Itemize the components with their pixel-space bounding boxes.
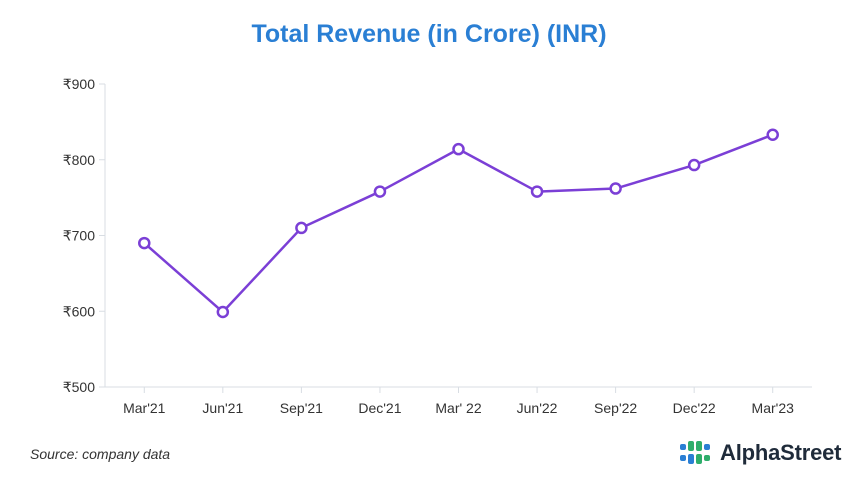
x-tick-label: Sep'21 xyxy=(280,400,323,416)
data-point xyxy=(216,305,230,319)
chart-title: Total Revenue (in Crore) (INR) xyxy=(251,20,607,48)
x-tick-label: Jun'21 xyxy=(202,400,243,416)
data-point xyxy=(452,142,465,156)
x-tick-label: Dec'21 xyxy=(358,400,401,416)
x-tick-label: Sep'22 xyxy=(594,400,637,416)
data-point xyxy=(373,185,387,198)
y-tick-label: ₹500 xyxy=(63,379,95,395)
revenue-line-chart: ₹500 ₹600 ₹700 ₹800 ₹900 Mar'21 Jun'21 Sep'21 De… xyxy=(63,76,812,416)
x-tick-label: Mar'21 xyxy=(123,400,166,416)
source-note: Source: company data xyxy=(30,446,171,462)
y-tick-label: ₹700 xyxy=(63,228,95,244)
data-point xyxy=(687,158,701,172)
alphastreet-logo-icon xyxy=(680,441,710,464)
x-tick-label: Mar'23 xyxy=(752,400,795,416)
x-tick-label: Jun'22 xyxy=(517,400,558,416)
data-point xyxy=(295,221,308,235)
brand: AlphaStreet xyxy=(680,440,841,466)
data-point xyxy=(766,128,779,142)
x-tick-label: Dec'22 xyxy=(673,400,716,416)
data-point xyxy=(530,185,544,198)
brand-name: AlphaStreet xyxy=(720,440,842,465)
series-line xyxy=(143,133,774,314)
data-point xyxy=(138,236,151,250)
y-tick-label: ₹900 xyxy=(63,76,95,92)
y-tick-label: ₹600 xyxy=(63,303,95,319)
y-tick-label: ₹800 xyxy=(63,152,95,168)
data-point xyxy=(609,182,622,195)
x-tick-label: Mar' 22 xyxy=(435,400,481,416)
